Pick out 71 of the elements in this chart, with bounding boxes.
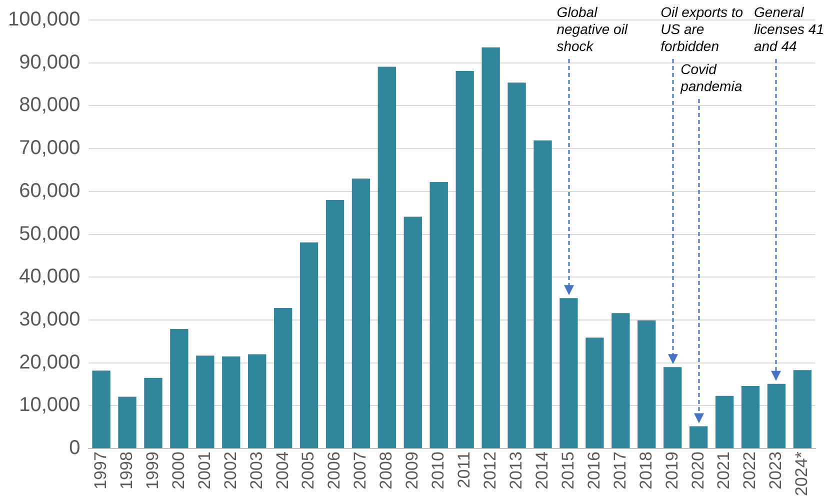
y-tick-label: 90,000: [19, 51, 80, 74]
bar: [793, 370, 812, 448]
x-tick-label: 2017: [610, 452, 630, 490]
bar: [274, 308, 292, 448]
bar: [300, 242, 318, 448]
x-tick-label: 2014: [532, 452, 552, 490]
x-tick-label: 2011: [454, 452, 474, 488]
x-tick-label: 1997: [90, 452, 110, 490]
bar: [534, 140, 552, 448]
bar: [586, 338, 604, 448]
bar: [170, 328, 188, 448]
bar: [352, 178, 370, 448]
x-tick-label: 2002: [220, 452, 240, 490]
y-tick-label: 80,000: [19, 94, 80, 116]
x-tick-label: 2012: [480, 452, 500, 490]
x-tick-label: 2024*: [792, 451, 812, 496]
y-tick-label: 0: [69, 437, 80, 460]
bar: [248, 354, 266, 448]
ref-line-label: General licenses 41 and 44: [754, 4, 824, 55]
bar: [560, 298, 578, 448]
y-tick-label: 70,000: [19, 137, 80, 160]
x-tick-label: 2009: [402, 452, 422, 490]
x-tick-label: 2008: [376, 452, 396, 490]
x-tick-label: 2022: [740, 452, 760, 490]
bar: [196, 356, 214, 448]
bar: [118, 396, 136, 448]
x-tick-label: 2001: [194, 452, 214, 490]
y-tick-label: 40,000: [19, 266, 80, 288]
y-tick-label: 30,000: [19, 308, 80, 331]
y-tick-label: 50,000: [19, 222, 80, 245]
x-tick-label: 2003: [246, 452, 266, 490]
ref-line-label: Covid pandemia: [680, 61, 742, 95]
x-tick-label: 2023: [766, 452, 786, 490]
x-tick-label: 2016: [584, 452, 604, 490]
x-tick-label: 1999: [142, 452, 162, 490]
bar: [741, 386, 760, 448]
bar: [508, 82, 526, 448]
x-tick-label: 2010: [428, 452, 448, 490]
bar: [664, 367, 682, 448]
bar: [144, 378, 162, 448]
x-tick-label: 2021: [714, 452, 734, 490]
x-tick-label: 2013: [506, 452, 526, 490]
bar: [326, 200, 344, 448]
x-tick-label: 2018: [636, 452, 656, 490]
x-tick-label: 2015: [558, 452, 578, 490]
bar: [430, 182, 448, 448]
bar: [404, 216, 422, 448]
ref-line-label: Oil exports to US are forbidden: [660, 4, 744, 55]
bar: [638, 320, 656, 448]
y-tick-label: 100,000: [8, 8, 80, 31]
bar: [222, 356, 240, 448]
x-tick-label: 2006: [324, 452, 344, 490]
y-tick-label: 20,000: [19, 351, 80, 374]
x-tick-label: 2020: [688, 452, 708, 490]
y-tick-label: 60,000: [19, 180, 80, 202]
bar: [482, 47, 500, 448]
x-tick-label: 2019: [662, 452, 682, 490]
y-tick-label: 10,000: [19, 394, 80, 416]
x-tick-label: 1998: [116, 452, 136, 490]
ref-line-label: Global negative oil shock: [556, 4, 628, 55]
x-tick-label: 2005: [298, 452, 318, 490]
x-tick-label: 2004: [272, 452, 292, 490]
x-tick-label: 2000: [168, 452, 188, 490]
bar: [378, 66, 396, 448]
bar: [715, 396, 734, 448]
bar: [92, 370, 110, 448]
bar: [767, 384, 786, 448]
x-tick-label: 2007: [350, 452, 370, 490]
bar: [689, 426, 708, 448]
bar: [456, 71, 474, 448]
bar: [612, 313, 630, 448]
